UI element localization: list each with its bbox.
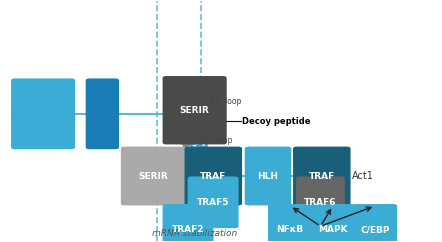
Text: TRAF5: TRAF5 (197, 198, 229, 207)
FancyBboxPatch shape (293, 147, 351, 205)
FancyBboxPatch shape (268, 204, 312, 242)
Text: CCʹ loop: CCʹ loop (210, 97, 241, 106)
Text: TRAF: TRAF (200, 172, 226, 181)
Text: mRNA stabilization: mRNA stabilization (152, 229, 237, 238)
FancyBboxPatch shape (296, 176, 345, 228)
FancyBboxPatch shape (187, 176, 239, 228)
Text: SERIR: SERIR (138, 172, 168, 181)
Text: TRAF: TRAF (309, 172, 335, 181)
FancyBboxPatch shape (121, 147, 185, 205)
Text: MAPK: MAPK (318, 225, 347, 234)
Text: CCʹ loop: CCʹ loop (201, 136, 232, 145)
FancyBboxPatch shape (11, 78, 75, 149)
Text: TRAF2: TRAF2 (172, 225, 204, 234)
FancyBboxPatch shape (86, 78, 119, 149)
Text: Act1: Act1 (352, 171, 374, 181)
Text: Decoy peptide: Decoy peptide (242, 116, 310, 126)
FancyBboxPatch shape (185, 147, 242, 205)
Text: IL-17R: IL-17R (10, 109, 41, 119)
Text: C/EBP: C/EBP (360, 225, 390, 234)
Text: NFκB: NFκB (277, 225, 304, 234)
FancyBboxPatch shape (163, 76, 227, 144)
FancyBboxPatch shape (311, 204, 355, 242)
Text: HLH: HLH (258, 172, 278, 181)
Text: TRAF6: TRAF6 (304, 198, 337, 207)
FancyBboxPatch shape (163, 204, 213, 242)
Text: SERIR: SERIR (180, 106, 210, 115)
FancyBboxPatch shape (245, 147, 291, 205)
FancyBboxPatch shape (353, 204, 397, 242)
